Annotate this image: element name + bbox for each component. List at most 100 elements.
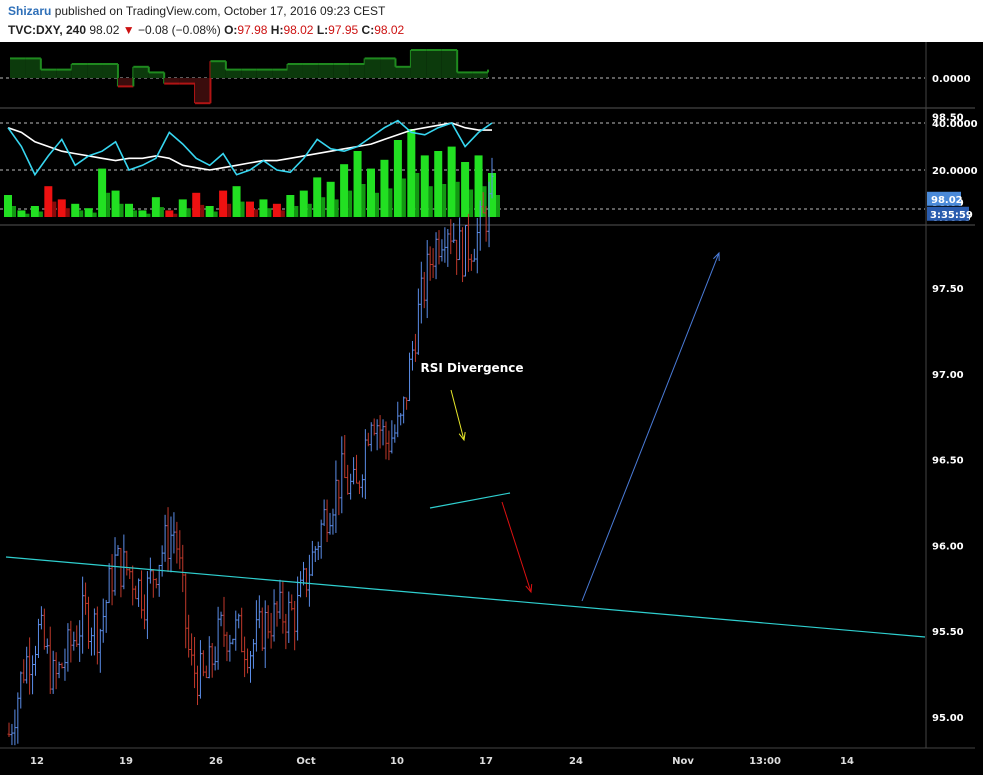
volume-bar — [375, 192, 379, 217]
high-label: H: — [270, 23, 284, 37]
volume-bar — [205, 206, 214, 217]
volume-bar — [38, 211, 43, 217]
volume-bar — [192, 192, 201, 217]
rsi-line — [7, 119, 493, 177]
volume-bar — [4, 195, 12, 217]
volume-bar — [353, 151, 362, 217]
countdown-tag — [927, 206, 969, 221]
volume-bar — [442, 184, 447, 217]
price-axis-label: 95.50 — [932, 627, 964, 638]
osc-area — [426, 50, 442, 78]
volume-bar — [151, 197, 160, 217]
volume-bar — [30, 206, 39, 217]
volume-bar — [407, 129, 416, 217]
countdown-label: 3:35:59 — [930, 210, 973, 221]
volume-bar — [111, 190, 120, 217]
volume-bar — [340, 164, 349, 217]
last-price: 98.02 — [89, 23, 120, 37]
divergence-pointer-arrow — [450, 389, 465, 441]
down-triangle-icon: ▼ — [122, 23, 135, 37]
rsi-axis-label: 40.0000 — [932, 119, 978, 130]
volume-bar — [334, 199, 339, 217]
volume-bar — [227, 203, 232, 217]
osc-area — [210, 61, 226, 78]
volume-bar — [348, 190, 353, 217]
price-axis-label: 99.00 — [932, 27, 964, 38]
volume-bar — [240, 201, 245, 217]
volume-bar — [420, 155, 429, 217]
volume-bar — [44, 186, 53, 217]
volume-bar — [133, 210, 137, 217]
osc-area — [349, 64, 365, 78]
volume-bar — [57, 199, 66, 217]
osc-area — [272, 69, 288, 78]
osc-area — [25, 58, 41, 78]
osc-area — [179, 78, 196, 84]
time-axis-label: 13:00 — [749, 756, 781, 767]
symbol-line: TVC:DXY, 240 98.02 ▼ −0.08 (−0.08%) O:97… — [8, 23, 404, 37]
last-price-tag — [927, 191, 961, 206]
volume-bar — [165, 210, 174, 217]
volume-bar — [401, 178, 406, 217]
volume-bar — [173, 213, 178, 217]
volume-bar — [469, 189, 474, 217]
osc-area — [333, 64, 350, 78]
osc-axis-label: 0.0000 — [932, 74, 971, 85]
price-change: −0.08 (−0.08%) — [137, 23, 221, 37]
volume-bar — [272, 203, 281, 217]
price-axis-label: 96.50 — [932, 456, 964, 467]
price-axis-label: 98.50 — [932, 112, 964, 123]
rsi-divergence-annotation[interactable]: RSI Divergence — [420, 361, 523, 375]
volume-bar — [461, 162, 470, 217]
volume-bar — [326, 181, 335, 217]
symbol-label[interactable]: TVC:DXY, 240 — [8, 23, 87, 37]
volume-bar — [367, 168, 375, 217]
volume-bar — [428, 186, 433, 217]
time-axis-label: Nov — [672, 756, 694, 767]
osc-area — [164, 78, 180, 84]
osc-area — [441, 50, 458, 78]
volume-bar — [178, 199, 187, 217]
volume-bar — [138, 210, 147, 217]
osc-area — [472, 72, 488, 78]
osc-area — [40, 69, 57, 78]
long-trendline — [5, 556, 926, 638]
volume-bar — [71, 203, 80, 217]
volume-bar — [159, 207, 164, 217]
time-axis-label: 24 — [569, 756, 583, 767]
time-axis-label: Oct — [296, 756, 315, 767]
volume-bar — [361, 184, 366, 217]
high-value: 98.02 — [283, 23, 314, 37]
osc-area — [241, 69, 257, 78]
volume-bar — [434, 151, 443, 217]
volume-bar — [388, 188, 393, 217]
volume-bar — [259, 199, 268, 217]
volume-bar — [286, 195, 295, 217]
volume-bar — [219, 190, 228, 217]
volume-bar — [496, 195, 500, 217]
volume-bar — [52, 201, 57, 217]
close-label: C: — [361, 23, 375, 37]
volume-bar — [267, 208, 272, 217]
time-axis-label: 26 — [209, 756, 223, 767]
author-link[interactable]: Shizaru — [8, 4, 52, 18]
volume-bar — [65, 208, 70, 217]
osc-area — [225, 69, 242, 78]
volume-bar — [98, 168, 107, 217]
down-arrow — [501, 501, 532, 593]
price-axis-label: 97.50 — [932, 284, 964, 295]
low-value: 97.95 — [328, 23, 359, 37]
up-arrow — [581, 252, 720, 602]
osc-area — [102, 64, 118, 78]
volume-bar — [393, 140, 402, 217]
rsi-ma-line — [7, 122, 492, 171]
divergence-pointer-arrow-head — [458, 432, 466, 442]
time-axis-label: 14 — [840, 756, 854, 767]
osc-area — [71, 64, 88, 78]
volume-bar — [254, 209, 258, 217]
time-axis-label: 17 — [479, 756, 493, 767]
price-axis-label: 97.00 — [932, 370, 964, 381]
volume-bar — [213, 211, 218, 217]
volume-bar — [17, 210, 26, 217]
